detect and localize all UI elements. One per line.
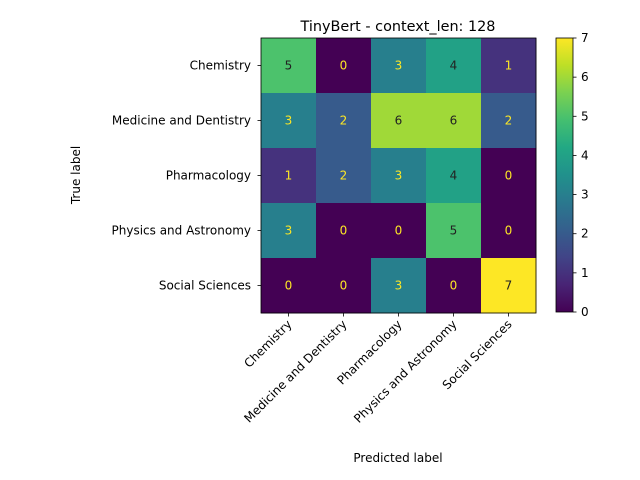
cell-value-label: 1 [285,169,293,183]
cell-value-label: 0 [450,279,458,293]
cell-value-label: 3 [285,114,293,128]
x-tick-label: Chemistry [241,317,294,370]
heatmap-cell [261,93,317,149]
colorbar-ticks: 0 1 2 3 4 5 6 7 [573,31,589,319]
x-tick-label: Physics and Astronomy [351,317,460,426]
cell-value-label: 2 [505,114,513,128]
cell-value-label: 2 [340,169,348,183]
y-tick-label: Chemistry [190,59,251,73]
cell-value-label: 2 [340,114,348,128]
cell-value-label: 0 [505,224,513,238]
heatmap-cell [261,203,317,259]
heatmap-cell [426,203,482,259]
heatmap-cell-labels: 5 0 3 4 1 3 2 6 6 2 1 2 3 4 0 3 0 0 5 0 0 0 3 0 7 [285,59,513,293]
cell-value-label: 6 [450,114,458,128]
chart-title: TinyBert - context_len: 128 [300,19,496,35]
heatmap-cell [316,148,372,204]
y-axis-label: True label [69,146,83,205]
colorbar-tick-label: 7 [581,31,589,45]
heatmap-cell [426,258,482,314]
cell-value-label: 3 [395,279,403,293]
heatmap-cell [261,38,317,94]
x-tick-label: Medicine and Dentistry [241,317,349,425]
cell-value-label: 0 [340,59,348,73]
y-tick-label: Pharmacology [166,169,251,183]
heatmap-cell [316,38,372,94]
heatmap-cell [481,258,537,314]
cell-value-label: 4 [450,59,458,73]
cell-value-label: 4 [450,169,458,183]
heatmap-cell [316,93,372,149]
cell-value-label: 6 [395,114,403,128]
colorbar-tick-label: 1 [581,266,589,280]
plot-frame [260,37,537,314]
cell-value-label: 7 [505,279,513,293]
y-tick-label: Medicine and Dentistry [112,114,251,128]
colorbar-tick-label: 5 [581,109,589,123]
heatmap-cell [261,258,317,314]
colorbar-tick-label: 3 [581,188,589,202]
colorbar-tick-label: 4 [581,148,589,162]
colorbar-tick-label: 0 [581,305,589,319]
cell-value-label: 0 [340,224,348,238]
cell-value-label: 3 [395,59,403,73]
cell-value-label: 5 [450,224,458,238]
heatmap-cell [371,38,427,94]
heatmap-cell [316,203,372,259]
y-tick-label: Social Sciences [159,279,251,293]
heatmap-cell [426,93,482,149]
heatmap-cell [371,258,427,314]
heatmap-cell [371,93,427,149]
cell-value-label: 3 [395,169,403,183]
cell-value-label: 0 [505,169,513,183]
cell-value-label: 3 [285,224,293,238]
heatmap-cell [261,148,317,204]
heatmap-cell [481,203,537,259]
heatmap-cell [426,148,482,204]
y-axis-ticks: Chemistry Medicine and Dentistry Pharmacol… [112,59,261,293]
x-axis-label: Predicted label [353,451,442,465]
heatmap-cell [481,93,537,149]
colorbar-tick-label: 6 [581,70,589,84]
colorbar-tick-label: 2 [581,227,589,241]
y-tick-label: Physics and Astronomy [112,224,252,238]
cell-value-label: 5 [285,59,293,73]
heatmap-cell [371,203,427,259]
colorbar [555,37,574,313]
cell-value-label: 0 [285,279,293,293]
cell-value-label: 1 [505,59,513,73]
heatmap-cell [481,38,537,94]
heatmap-cells [261,38,537,314]
cell-value-label: 0 [340,279,348,293]
heatmap-cell [371,148,427,204]
heatmap-cell [316,258,372,314]
heatmap-cell [481,148,537,204]
heatmap-cell [426,38,482,94]
cell-value-label: 0 [395,224,403,238]
